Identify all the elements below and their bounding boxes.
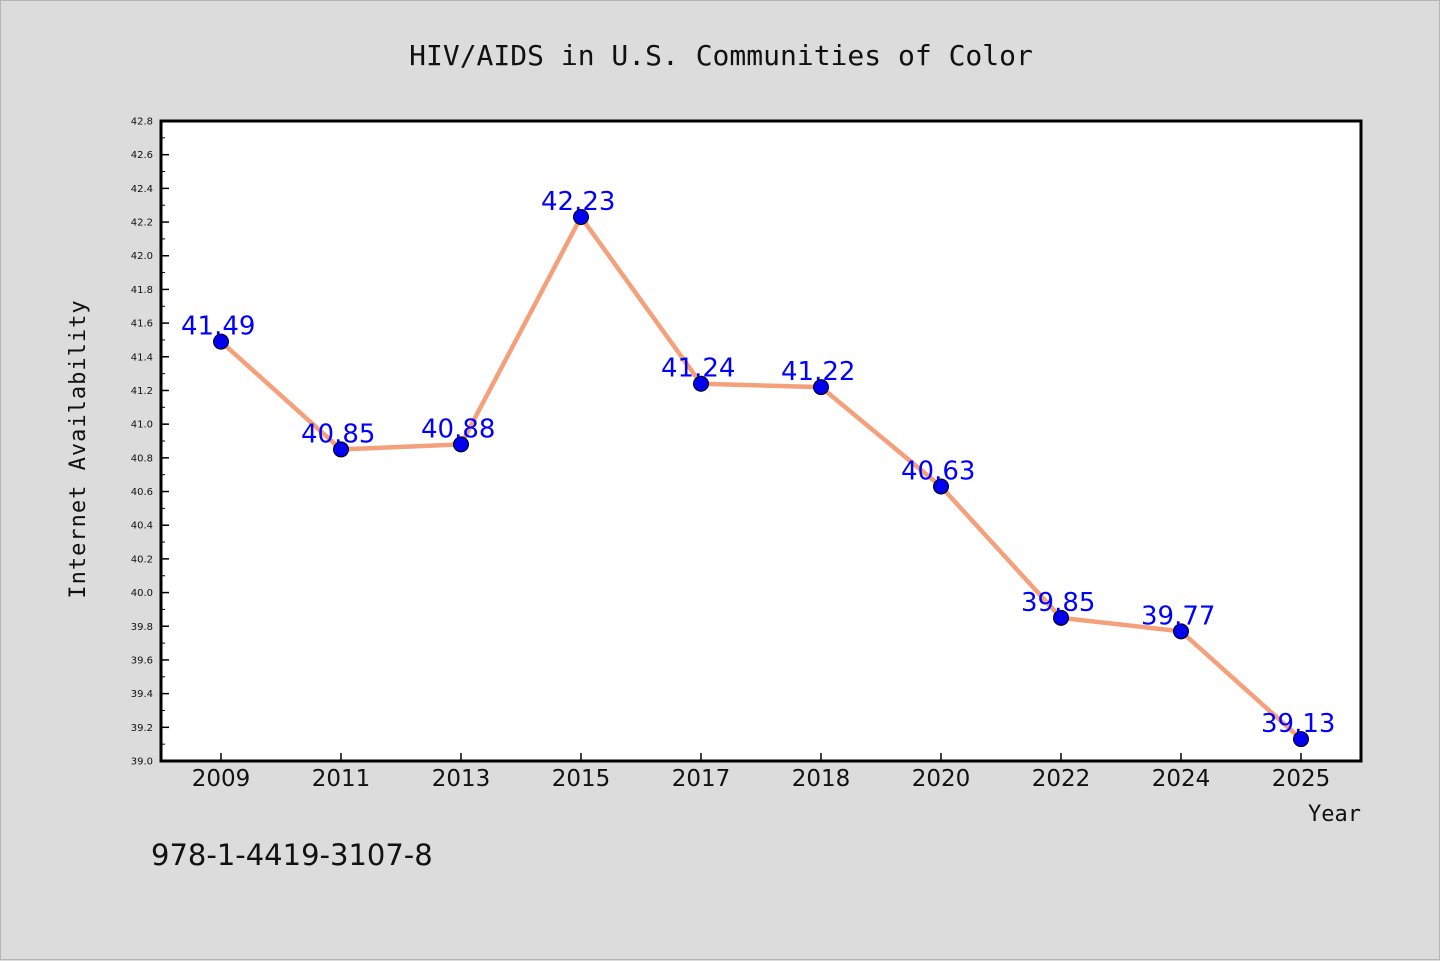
data-label: 40.85 xyxy=(301,419,375,449)
isbn-text: 978-1-4419-3107-8 xyxy=(151,838,433,872)
data-point xyxy=(573,209,589,225)
data-label: 40.88 xyxy=(421,414,495,444)
y-tick-label: 39.6 xyxy=(131,655,153,666)
data-label: 39.77 xyxy=(1141,601,1215,631)
data-label: 41.22 xyxy=(781,357,855,387)
y-tick-label: 42.0 xyxy=(131,251,153,262)
plot-area xyxy=(161,121,1361,761)
y-tick-label: 42.2 xyxy=(131,218,153,229)
y-tick-label: 41.8 xyxy=(131,285,153,296)
y-tick-label: 39.0 xyxy=(131,757,153,768)
data-point xyxy=(453,436,469,453)
x-tick-label: 2024 xyxy=(1152,766,1211,792)
y-tick-label: 40.2 xyxy=(131,554,153,565)
data-point xyxy=(693,375,709,392)
y-tick-label: 39.4 xyxy=(131,689,153,700)
y-tick-label: 42.4 xyxy=(131,184,153,195)
x-tick-label: 2018 xyxy=(792,766,851,792)
plot-border xyxy=(159,119,1363,763)
x-axis-label: Year xyxy=(1308,802,1361,827)
data-point xyxy=(213,333,229,350)
x-tick-label: 2025 xyxy=(1272,766,1331,792)
y-tick-label: 40.6 xyxy=(131,487,153,498)
y-tick-label: 41.2 xyxy=(131,386,153,397)
data-label: 42.23 xyxy=(541,187,615,217)
data-point xyxy=(1293,731,1309,748)
y-tick-label: 39.8 xyxy=(131,622,153,633)
data-label: 39.85 xyxy=(1021,588,1095,618)
x-tick-label: 2013 xyxy=(432,766,491,792)
data-label: 41.24 xyxy=(661,354,735,384)
y-tick-label: 42.8 xyxy=(131,117,153,128)
data-label: 40.63 xyxy=(901,456,975,486)
y-tick-label: 42.6 xyxy=(131,150,153,161)
x-tick-label: 2015 xyxy=(552,766,611,792)
series-line xyxy=(218,214,1304,742)
y-tick-label: 39.2 xyxy=(131,723,153,734)
y-tick-label: 40.4 xyxy=(131,521,153,532)
data-point xyxy=(1053,609,1069,626)
data-point xyxy=(1173,623,1189,640)
x-tick-label: 2020 xyxy=(912,766,971,792)
data-point xyxy=(933,478,949,495)
y-tick-label: 41.4 xyxy=(131,352,153,363)
data-point xyxy=(813,379,829,396)
data-point xyxy=(333,441,349,458)
series-group: 41.49 40.85 40.88 42.23 41.24 41.22 40.63 39.85… xyxy=(181,187,1335,748)
y-tick-label: 40.0 xyxy=(131,588,153,599)
x-tick-label: 2011 xyxy=(312,766,371,792)
x-tick-label: 2009 xyxy=(192,766,251,792)
y-axis-label: Internet Availability xyxy=(66,299,91,598)
x-tick-label: 2017 xyxy=(672,766,731,792)
y-tick-label: 41.6 xyxy=(131,319,153,330)
y-tick-label: 40.8 xyxy=(131,453,153,464)
data-label: 39.13 xyxy=(1261,709,1335,739)
y-tick-label: 41.0 xyxy=(131,420,153,431)
x-tick-label: 2022 xyxy=(1032,766,1091,792)
data-label: 41.49 xyxy=(181,312,255,342)
chart-title: HIV/AIDS in U.S. Communities of Color xyxy=(409,39,1033,72)
x-axis: 2009 2011 2013 2015 2017 2018 2020 2022 2024 2025 xyxy=(192,753,1331,792)
